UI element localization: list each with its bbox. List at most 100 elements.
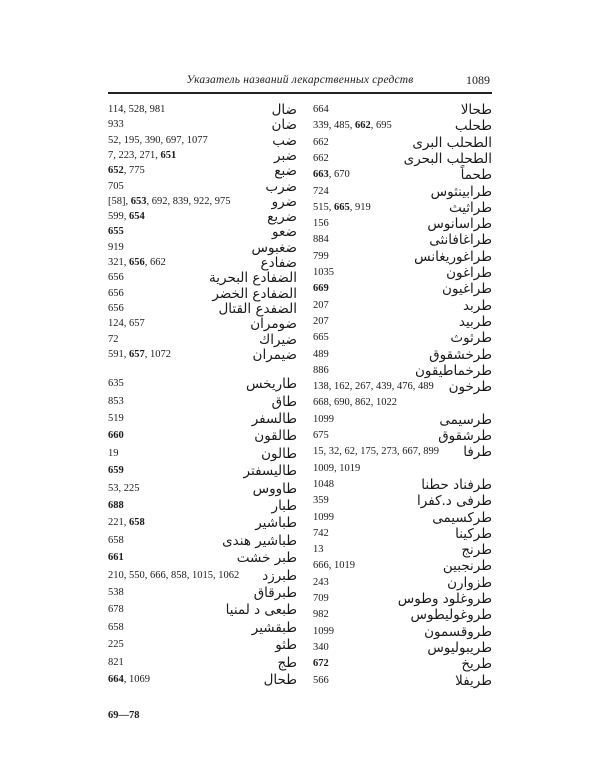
page-reference: 1072 xyxy=(150,348,171,360)
page-reference: 1048 xyxy=(313,478,334,490)
arabic-term: طرابينثوس xyxy=(430,183,492,200)
page-references: 359 xyxy=(313,495,329,506)
page-reference: 7 xyxy=(108,149,114,161)
page-reference: 724 xyxy=(313,185,329,197)
page-references: 124, 657 xyxy=(108,318,145,330)
arabic-term: طاق xyxy=(271,393,297,410)
page-reference: 267 xyxy=(355,381,371,393)
page-references: 656 xyxy=(108,272,124,283)
page-reference: 124 xyxy=(108,318,124,330)
arabic-term: طالون xyxy=(261,445,297,462)
page-reference: 538 xyxy=(108,586,124,598)
page-reference: 1009 xyxy=(313,462,334,474)
page-references: 340 xyxy=(313,642,329,653)
page-reference: 195 xyxy=(123,134,140,146)
page-reference: 243 xyxy=(313,576,329,588)
page-reference: 340 xyxy=(313,641,329,653)
page-reference: 1099 xyxy=(313,413,334,425)
page-reference: 156 xyxy=(313,218,329,230)
page-references: 982 xyxy=(313,609,329,620)
page-reference: 659 xyxy=(108,465,124,477)
page-reference: 175 xyxy=(360,446,376,458)
page-reference: 661 xyxy=(108,552,124,564)
arabic-term: طرفى د.كفرا xyxy=(417,493,492,510)
page-reference: 664 xyxy=(313,104,329,115)
page-reference: 1035 xyxy=(313,267,334,278)
page-reference: 19 xyxy=(108,447,119,459)
page-references: 663, 670 xyxy=(313,169,350,181)
page-reference: 207 xyxy=(313,315,329,327)
page-reference: 862 xyxy=(355,397,371,409)
page-references: 538 xyxy=(108,587,124,598)
page-references: 658 xyxy=(108,622,124,633)
page-reference: 662 xyxy=(313,152,329,164)
page-references: 635 xyxy=(108,378,124,389)
arabic-term: طحالا xyxy=(460,102,492,118)
page-reference: 53 xyxy=(108,482,119,494)
arabic-term: طبرقاق xyxy=(253,584,297,601)
page-references: 665 xyxy=(313,332,329,343)
page-reference: 566 xyxy=(313,674,329,686)
page-reference: 1019 xyxy=(339,462,361,474)
arabic-term: طربد xyxy=(462,297,492,314)
arabic-term: الطحلب البرى xyxy=(412,134,492,151)
page-reference: 32 xyxy=(328,446,340,458)
arabic-term: طرخماطيقون xyxy=(415,362,492,379)
running-header-title: Указатель названий лекарственных средств xyxy=(186,74,414,86)
page-references: 661 xyxy=(108,552,124,563)
page-reference: 654 xyxy=(129,211,145,223)
page-reference: 884 xyxy=(313,234,329,246)
page-reference: 62 xyxy=(344,446,356,458)
page-references: 919 xyxy=(108,242,124,253)
arabic-term: ضرب xyxy=(265,178,297,195)
arabic-term: طالسفر xyxy=(251,410,297,427)
page-references: 675 xyxy=(313,430,329,441)
page-reference: 72 xyxy=(108,333,119,345)
page-reference: 599 xyxy=(108,211,124,223)
page-reference: 321 xyxy=(108,257,124,268)
arabic-term: ضيراك xyxy=(259,331,297,348)
page-reference: 652 xyxy=(108,165,124,177)
arabic-term: الضفدع القتال xyxy=(218,300,297,317)
page-reference: 210 xyxy=(108,569,124,581)
page-references: 664 xyxy=(313,104,329,115)
page-references: 519 xyxy=(108,413,124,424)
arabic-term: ضفادع xyxy=(260,255,297,271)
arabic-term: طراغافانثى xyxy=(429,232,492,249)
arabic-term: طراغون xyxy=(446,265,492,281)
page-references: 660 xyxy=(108,430,124,441)
page-references: 138, 162, 267, 439, 476, 489 xyxy=(313,381,434,393)
page-references: 114, 528, 981 xyxy=(108,104,166,115)
page-reference: 678 xyxy=(108,604,124,616)
arabic-term: ضبع xyxy=(274,163,297,180)
page-reference: 982 xyxy=(313,609,329,621)
arabic-term: طباشير xyxy=(255,515,297,532)
page-references: 853 xyxy=(108,396,124,407)
arabic-term: الطحلب البحرى xyxy=(403,150,492,167)
arabic-term: ضريع xyxy=(267,209,297,226)
page-reference: 339 xyxy=(313,120,329,132)
page-reference: 1099 xyxy=(313,625,334,637)
page-reference: 657 xyxy=(129,318,145,330)
page-reference: 656 xyxy=(108,272,124,284)
page-references: 321, 656, 662 xyxy=(108,257,166,268)
page-references: 688 xyxy=(108,500,124,511)
page-reference: 709 xyxy=(313,593,329,604)
page-reference: 853 xyxy=(108,395,124,407)
page-reference: 775 xyxy=(129,165,145,177)
page-references: 225 xyxy=(108,639,124,650)
arabic-term: طراسانوس xyxy=(427,216,492,233)
page-reference: 591 xyxy=(108,348,124,360)
page-references: 678 xyxy=(108,604,124,615)
page-reference: 225 xyxy=(123,482,140,494)
page-reference: 933 xyxy=(108,119,124,131)
page-reference: 15 xyxy=(313,446,324,458)
arabic-term: طراثيث xyxy=(448,199,492,216)
page-reference: 519 xyxy=(108,412,124,424)
arabic-term: طالقون xyxy=(254,428,297,445)
arabic-term: طرفناد حطنا xyxy=(421,476,492,493)
page-reference: 975 xyxy=(214,195,231,207)
page-reference: 485 xyxy=(334,120,350,132)
page-reference: 528 xyxy=(128,104,145,115)
page-reference: 695 xyxy=(376,120,392,132)
